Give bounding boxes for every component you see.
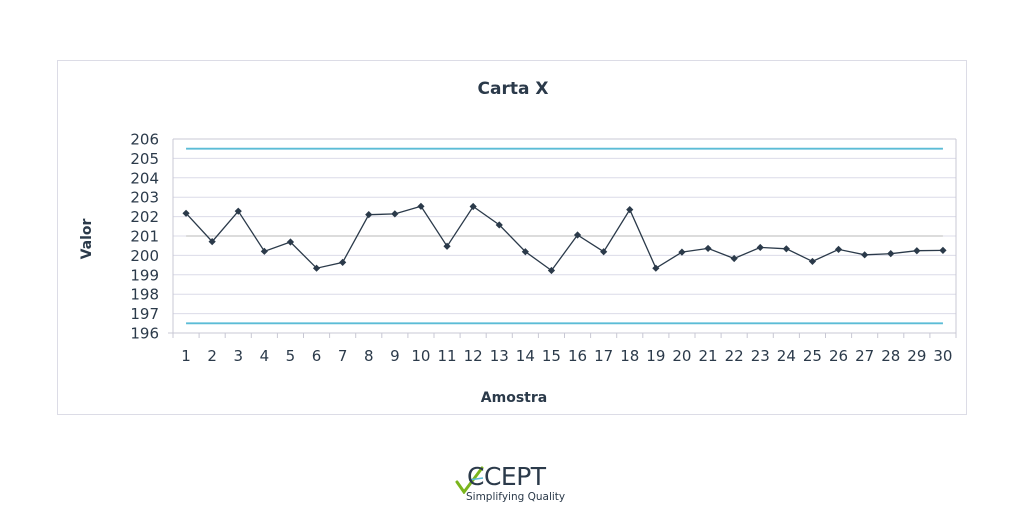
x-tick-label: 20 (672, 347, 691, 365)
logo-tagline: Simplifying Quality (466, 491, 566, 503)
data-point-marker (312, 264, 321, 272)
x-tick-label: 3 (233, 347, 243, 365)
control-limits (186, 147, 943, 325)
data-point-marker (600, 248, 608, 256)
x-tick-label: 29 (907, 347, 926, 365)
data-point-marker (913, 247, 921, 255)
y-tick-label: 203 (130, 189, 159, 207)
logo-wordmark: CCEPT (467, 462, 546, 491)
control-chart: Carta X 19619719819920020120220320420520… (79, 79, 957, 406)
data-point-marker (495, 221, 503, 229)
y-tick-label: 196 (130, 325, 159, 343)
data-series (182, 202, 947, 275)
y-tick-label: 197 (130, 305, 159, 323)
data-point-marker (365, 211, 373, 219)
x-tick-label: 27 (855, 347, 874, 365)
x-tick-label: 21 (699, 347, 718, 365)
data-point-marker (939, 246, 947, 254)
x-tick-label: 19 (646, 347, 665, 365)
x-tick-label: 7 (338, 347, 348, 365)
x-tick-label: 12 (464, 347, 483, 365)
chart-card: Carta X 196 197 198 199 200 201 202 203 204 205 20… (57, 60, 967, 415)
x-tick-label: 5 (286, 347, 296, 365)
data-point-marker (469, 202, 477, 211)
y-tick-label: 200 (130, 247, 159, 265)
x-tick-label: 14 (516, 347, 535, 365)
y-tick-label: 204 (130, 169, 159, 187)
x-tick-label: 16 (568, 347, 587, 365)
data-point-marker (339, 258, 347, 266)
y-tick-label: 205 (130, 150, 159, 168)
y-tick-label: 206 (130, 131, 159, 149)
x-tick-label: 10 (411, 347, 430, 365)
data-point-marker (234, 207, 242, 215)
data-point-marker (417, 202, 425, 210)
x-tick-label: 13 (490, 347, 509, 365)
data-point-marker (756, 243, 764, 252)
data-point-marker (887, 250, 895, 258)
data-point-marker (652, 264, 660, 272)
x-tick-label: 23 (751, 347, 770, 365)
data-point-marker (286, 238, 295, 246)
x-tick-label: 25 (803, 347, 822, 365)
data-point-marker (260, 247, 268, 255)
x-tick-label: 15 (542, 347, 561, 365)
x-tick-label: 9 (390, 347, 400, 365)
x-tick-label: 28 (881, 347, 900, 365)
y-tick-label: 199 (130, 266, 159, 284)
x-tick-label: 26 (829, 347, 848, 365)
data-point-marker (704, 244, 712, 253)
x-tick-label: 8 (364, 347, 374, 365)
gridlines (168, 138, 957, 338)
data-point-marker (521, 248, 529, 256)
accept-logo: CCEPT Simplifying Quality (455, 462, 575, 507)
data-point-marker (547, 266, 556, 275)
x-tick-label: 30 (933, 347, 952, 365)
x-tick-label: 24 (777, 347, 796, 365)
y-tick-label: 198 (130, 286, 159, 304)
x-tick-label: 18 (620, 347, 639, 365)
series-line (185, 205, 944, 272)
data-point-marker (443, 242, 451, 250)
chart-title: Carta X (478, 79, 549, 99)
x-tick-label: 6 (312, 347, 322, 365)
data-point-marker (208, 238, 216, 246)
checkmark-icon (455, 466, 484, 494)
data-point-marker (182, 209, 190, 217)
data-point-marker (730, 254, 738, 263)
x-axis-title: Amostra (481, 390, 547, 406)
x-tick-label: 1 (181, 347, 191, 365)
x-tick-label: 4 (260, 347, 270, 365)
data-point-marker (573, 231, 582, 239)
data-point-marker (782, 245, 790, 253)
x-axis-ticks: 1 2 3 4 5 6 7 8 9 10 11 12 13 14 15 16 17 18 19 20 21 22 23 24 2… (172, 333, 957, 365)
data-point-marker (678, 248, 686, 256)
data-point-marker (861, 251, 869, 259)
data-point-marker (626, 206, 634, 214)
y-tick-label: 202 (130, 208, 159, 226)
y-axis-title: Valor (79, 218, 95, 259)
x-tick-label: 2 (207, 347, 217, 365)
data-point-marker (808, 257, 817, 266)
data-point-marker (391, 210, 399, 218)
x-tick-label: 17 (594, 347, 613, 365)
x-tick-label: 22 (725, 347, 744, 365)
data-point-marker (834, 245, 843, 253)
x-tick-label: 11 (438, 347, 457, 365)
y-tick-label: 201 (130, 228, 159, 246)
